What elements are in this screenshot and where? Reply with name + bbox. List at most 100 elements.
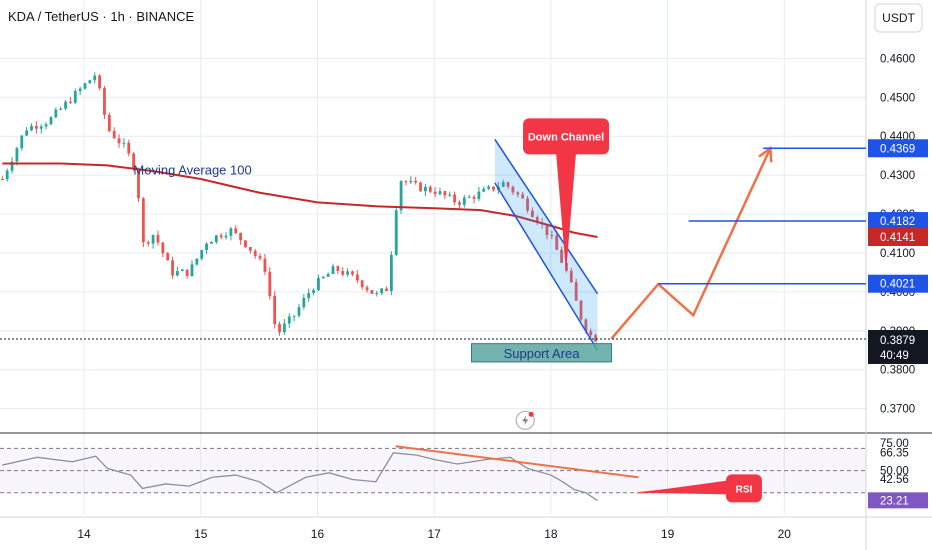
candle-up — [375, 293, 379, 295]
price-level-label: 0.4021 — [880, 279, 915, 291]
price-level-label: 0.4182 — [880, 216, 915, 228]
candle-down — [458, 202, 461, 205]
candle-down — [69, 101, 72, 103]
candle-down — [428, 186, 432, 192]
candle-down — [545, 224, 549, 236]
candle-down — [146, 242, 150, 244]
candle-up — [64, 101, 67, 109]
candle-countdown-label: 40:49 — [880, 350, 909, 362]
rsi-tick-label: 75.00 — [880, 438, 909, 450]
candle-down — [360, 280, 364, 288]
candle-up — [180, 269, 184, 272]
candle-down — [107, 114, 111, 132]
candle-down — [404, 181, 408, 183]
candle-up — [10, 161, 14, 171]
price-tick-label: 0.3800 — [880, 365, 915, 377]
time-tick-label: 19 — [661, 527, 675, 541]
channel-upper-line — [494, 138, 599, 295]
chart-title: KDA / TetherUS · 1h · BINANCE — [8, 9, 195, 24]
candle-up — [287, 316, 291, 324]
candle-up — [438, 191, 442, 195]
candle-down — [171, 260, 174, 276]
candle-up — [5, 170, 9, 180]
candle-up — [501, 182, 505, 187]
candle-down — [103, 88, 106, 115]
candle-up — [44, 124, 48, 127]
candle-up — [409, 180, 413, 183]
current-price-label: 0.3879 — [880, 335, 915, 347]
candle-down — [550, 235, 554, 237]
candle-up — [424, 186, 427, 192]
candle-down — [117, 138, 121, 144]
rsi-tick-label: 66.35 — [880, 447, 909, 459]
rsi-tick-label: 50.00 — [880, 466, 909, 478]
candle-up — [399, 181, 403, 211]
candle-down — [579, 300, 583, 320]
candle-up — [326, 273, 330, 277]
candle-up — [83, 83, 87, 89]
snapshot-icon-bolt — [522, 415, 529, 426]
candle-down — [258, 256, 262, 259]
candle-up — [477, 191, 481, 199]
candle-down — [253, 250, 257, 257]
time-tick-label: 15 — [194, 527, 208, 541]
candle-up — [224, 235, 228, 238]
candle-up — [93, 75, 97, 81]
candle-up — [54, 109, 58, 118]
candle-down — [273, 296, 277, 325]
price-tick-label: 0.3700 — [880, 404, 915, 416]
candle-up — [467, 196, 471, 198]
time-tick-label: 20 — [778, 527, 792, 541]
candle-up — [292, 315, 296, 317]
price-tick-label: 0.4500 — [880, 92, 915, 104]
candle-down — [355, 274, 359, 281]
candle-up — [394, 210, 398, 255]
candle-up — [282, 323, 286, 333]
price-level-label-box — [868, 212, 928, 231]
candle-down — [506, 182, 510, 187]
rsi-callout-box — [725, 474, 762, 503]
price-tick-label: 0.4600 — [880, 53, 915, 65]
candle-up — [448, 194, 452, 196]
candle-up — [389, 254, 393, 292]
candle-down — [219, 235, 223, 238]
candle-down — [385, 288, 388, 292]
candle-up — [317, 278, 320, 291]
down-channel-label: Down Channel — [528, 131, 604, 143]
price-axis: 0.37000.38000.39000.40000.41000.42000.43… — [77, 3, 928, 541]
support-area-box — [471, 343, 613, 363]
candle-down — [560, 249, 563, 263]
candle-down — [526, 198, 529, 211]
candle-down — [341, 270, 345, 275]
price-level-label: 0.4141 — [880, 232, 915, 244]
candle-up — [25, 130, 29, 136]
time-tick-label: 16 — [311, 527, 325, 541]
candle-down — [351, 271, 354, 275]
candle-down — [584, 319, 588, 332]
candle-down — [472, 196, 476, 199]
currency-button[interactable]: USDT — [882, 11, 915, 25]
annotation-layer: Support Area Moving Average 100 Down Chann… — [0, 118, 866, 430]
candle-down — [511, 186, 515, 193]
candle-up — [214, 235, 218, 242]
support-area-label: Support Area — [504, 346, 581, 361]
candle-up — [302, 297, 306, 308]
candle-down — [239, 232, 243, 241]
candle-up — [59, 108, 63, 110]
rsi-current-label-box — [868, 492, 928, 509]
candle-up — [39, 126, 43, 129]
down-channel-callout — [523, 118, 610, 155]
candle-up — [190, 264, 194, 277]
rsi-line — [2, 452, 598, 502]
price-level-label-box — [868, 139, 928, 158]
candle-up — [210, 241, 213, 244]
candle-down — [268, 271, 272, 297]
candle-down — [185, 269, 189, 277]
candle-down — [419, 182, 422, 192]
time-tick-label: 17 — [427, 527, 441, 541]
rsi-callout-pointer — [638, 480, 729, 495]
channel-lower-line — [494, 182, 599, 351]
moving-average-label: Moving Average 100 — [133, 162, 251, 177]
price-level-label: 0.4369 — [880, 143, 915, 155]
